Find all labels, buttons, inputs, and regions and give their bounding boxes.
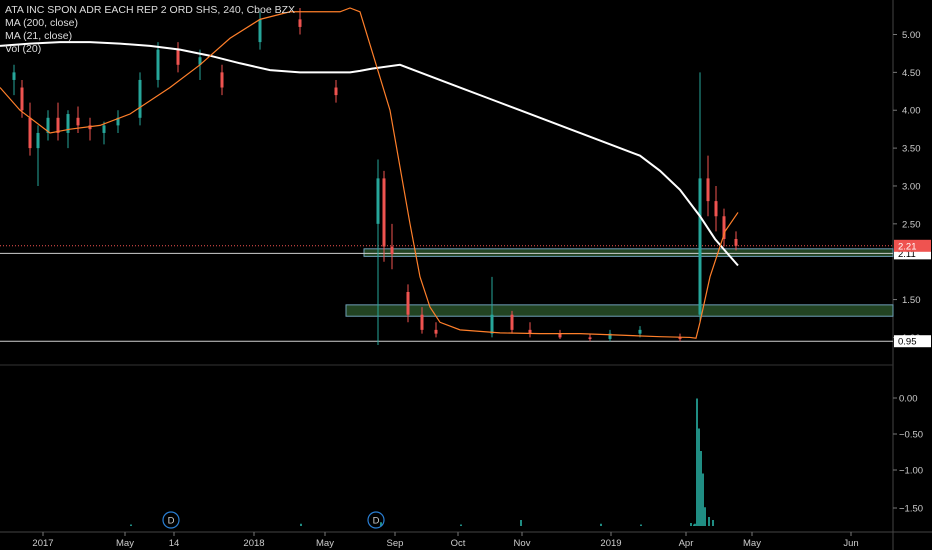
candle-body	[588, 337, 592, 339]
volume-tick-label: −0.50	[899, 430, 923, 441]
candle-body	[608, 333, 612, 339]
candle-body	[714, 201, 718, 217]
price-tick-label: 3.00	[902, 181, 921, 192]
level-badge	[894, 247, 931, 260]
time-tick-label: 2018	[243, 538, 264, 549]
candle-body	[220, 72, 224, 88]
legend-ma21: MA (21, close)	[5, 30, 73, 42]
level-badge-label: 0.95	[898, 337, 917, 348]
candle-body	[390, 246, 394, 255]
candle-body	[678, 337, 682, 339]
volume-bar	[700, 451, 702, 526]
volume-bar	[708, 517, 710, 526]
candle-body	[298, 19, 302, 27]
volume-bar	[460, 524, 462, 526]
candle-body	[46, 117, 50, 133]
candle-body	[116, 117, 120, 126]
candle-body	[176, 49, 180, 65]
candle-body	[722, 216, 726, 239]
volume-bar	[712, 520, 714, 526]
volume-bar	[702, 473, 704, 526]
time-tick-label: 14	[169, 538, 180, 549]
candle-body	[20, 87, 24, 111]
candle-body	[510, 314, 514, 330]
candle-body	[156, 49, 160, 80]
legend-ma200: MA (200, close)	[5, 17, 78, 29]
candle-body	[734, 238, 738, 246]
time-tick-label: May	[116, 538, 134, 549]
candle-body	[490, 314, 494, 334]
chart-legend: ATA INC SPON ADR EACH REP 2 ORD SHS, 240…	[5, 4, 295, 56]
price-tick-label: 5.00	[902, 30, 921, 41]
time-tick-label: Oct	[451, 538, 466, 549]
volume-bar	[696, 398, 698, 526]
candle-body	[706, 178, 710, 202]
candle-body	[434, 329, 438, 334]
price-tick-label: 1.50	[902, 295, 921, 306]
volume-bar	[698, 428, 700, 526]
candle-body	[420, 314, 424, 330]
volume-bar	[704, 507, 706, 526]
candle-body	[638, 329, 642, 334]
candle-body	[66, 114, 70, 133]
time-tick-label: Jun	[843, 538, 858, 549]
volume-tick-label: 0.00	[899, 394, 918, 405]
ma21-line	[0, 7, 739, 339]
candle-body	[198, 57, 202, 65]
support-zone	[363, 248, 894, 257]
time-tick-label: May	[743, 538, 761, 549]
time-tick-label: Sep	[387, 538, 404, 549]
candle-body	[528, 329, 532, 334]
candle-body	[698, 178, 702, 315]
price-tick-label: 2.50	[902, 219, 921, 230]
candle-body	[258, 19, 262, 43]
candle-body	[36, 132, 40, 149]
candle-body	[334, 87, 338, 96]
candle-body	[382, 178, 386, 247]
last-price-label: 2.21	[898, 241, 917, 252]
volume-bar	[130, 524, 132, 526]
price-tick-label: 4.50	[902, 68, 921, 79]
legend-vol: Vol (20)	[5, 43, 42, 55]
volume-tick-label: −1.50	[899, 504, 923, 515]
candle-body	[138, 79, 142, 118]
time-tick-label: 2017	[32, 538, 53, 549]
time-tick-label: Apr	[679, 538, 694, 549]
candle-body	[558, 333, 562, 338]
candle-body	[56, 117, 60, 133]
candle-body	[88, 125, 92, 130]
time-tick-label: Nov	[514, 538, 531, 549]
dividend-marker-label: D	[168, 516, 175, 527]
ma200-line	[0, 41, 739, 267]
candle-body	[406, 291, 410, 315]
dividend-marker	[367, 511, 385, 529]
support-zone	[345, 304, 894, 317]
price-tick-label: 3.50	[902, 144, 921, 155]
volume-bar	[640, 524, 642, 526]
volume-bar	[694, 523, 696, 526]
level-badge-label: 2.11	[898, 249, 916, 260]
candle-body	[376, 178, 380, 224]
volume-bar	[300, 523, 302, 526]
volume-bar	[600, 523, 602, 526]
candle-body	[12, 72, 16, 80]
legend-symbol: ATA INC SPON ADR EACH REP 2 ORD SHS, 240…	[5, 4, 296, 16]
candle-body	[102, 125, 106, 133]
last-price-badge	[894, 239, 931, 252]
volume-bar	[520, 520, 522, 526]
candle-body	[76, 117, 80, 126]
price-tick-label: 4.00	[902, 106, 921, 117]
volume-tick-label: −1.00	[899, 466, 923, 477]
dividend-marker-label: D	[373, 516, 380, 527]
dividend-marker	[162, 511, 180, 529]
time-tick-label: May	[316, 538, 334, 549]
level-badge	[894, 335, 931, 348]
time-tick-label: 2019	[600, 538, 621, 549]
candle-body	[28, 117, 32, 149]
volume-bar	[690, 523, 692, 526]
volume-bar	[380, 522, 382, 526]
